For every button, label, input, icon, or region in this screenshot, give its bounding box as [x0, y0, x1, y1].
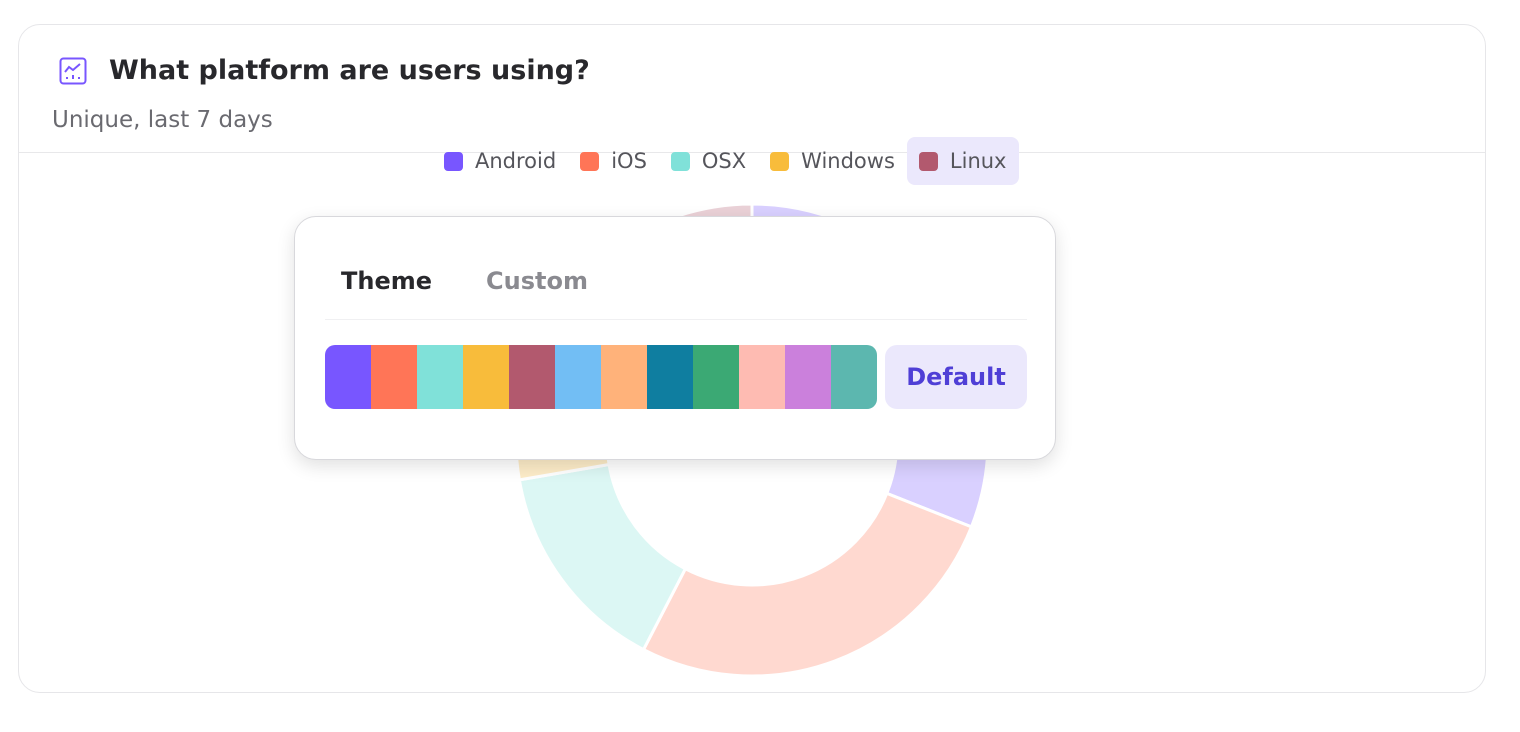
theme-palette[interactable] — [325, 345, 877, 409]
palette-swatch — [509, 345, 555, 409]
legend-swatch — [670, 151, 690, 171]
legend-swatch — [770, 151, 790, 171]
legend-label: Linux — [949, 149, 1007, 173]
palette-swatch — [647, 345, 693, 409]
legend-item-ios[interactable]: iOS — [568, 137, 659, 185]
palette-swatch — [371, 345, 417, 409]
donut-slice-ios[interactable] — [641, 491, 974, 678]
insight-card: What platform are users using? Unique, l… — [18, 24, 1486, 693]
legend-item-android[interactable]: Android — [432, 137, 568, 185]
palette-swatch — [785, 345, 831, 409]
palette-swatch — [325, 345, 371, 409]
legend-label: Android — [475, 149, 557, 173]
legend-swatch — [580, 151, 600, 171]
popover-tabs: Theme Custom — [325, 267, 1027, 320]
palette-swatch — [831, 345, 877, 409]
palette-swatch — [463, 345, 509, 409]
chart-legend: Android iOS OSX Windows Linux — [432, 137, 1019, 185]
legend-swatch — [918, 151, 938, 171]
card-header: What platform are users using? Unique, l… — [19, 25, 1485, 153]
legend-swatch — [444, 151, 463, 171]
palette-swatch — [739, 345, 785, 409]
tab-custom[interactable]: Custom — [486, 267, 588, 295]
default-button[interactable]: Default — [885, 345, 1027, 409]
legend-label: iOS — [611, 149, 647, 173]
legend-item-osx[interactable]: OSX — [659, 137, 758, 185]
palette-swatch — [601, 345, 647, 409]
legend-item-windows[interactable]: Windows — [758, 137, 907, 185]
palette-swatch — [555, 345, 601, 409]
card-subtitle: Unique, last 7 days — [52, 107, 273, 133]
palette-swatch — [417, 345, 463, 409]
color-popover: Theme Custom Default — [294, 216, 1056, 460]
palette-swatch — [693, 345, 739, 409]
legend-label: OSX — [701, 149, 747, 173]
tab-theme[interactable]: Theme — [341, 267, 433, 295]
line-chart-icon — [59, 57, 87, 85]
legend-label: Windows — [801, 149, 895, 173]
legend-item-linux[interactable]: Linux — [906, 137, 1019, 185]
card-title: What platform are users using? — [109, 55, 590, 86]
